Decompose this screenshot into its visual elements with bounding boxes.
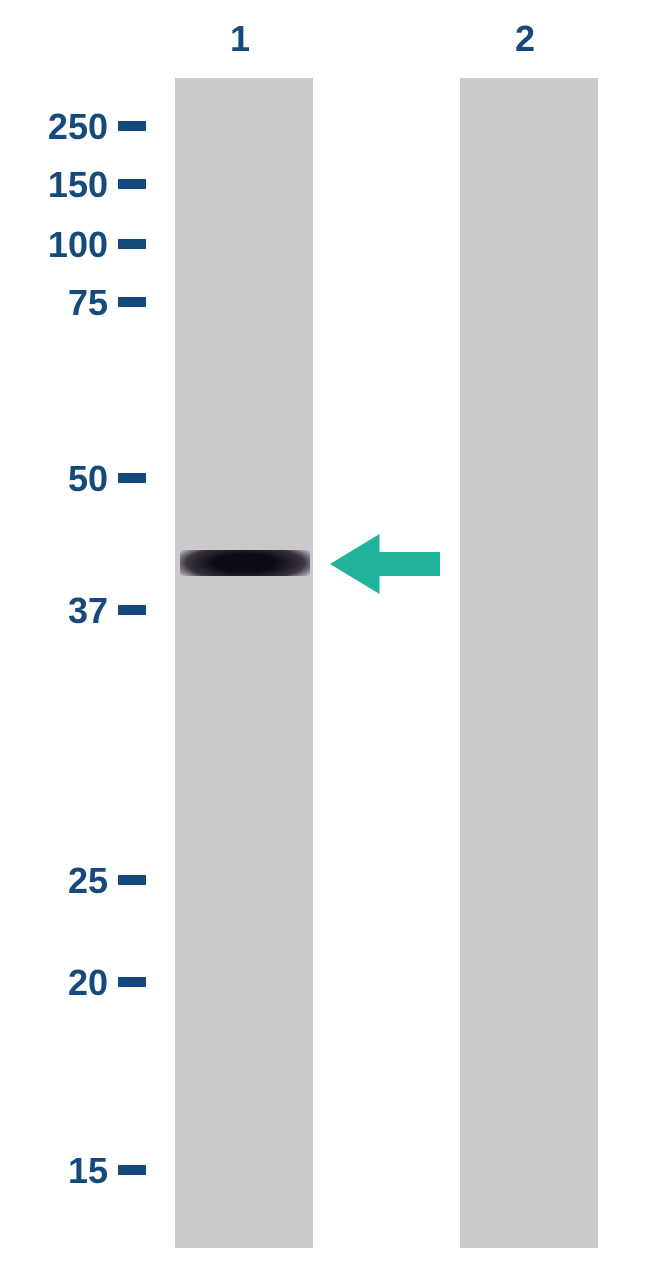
marker-label-15: 15 <box>68 1150 108 1192</box>
marker-tick-150 <box>118 179 146 189</box>
lane-1 <box>175 78 313 1248</box>
marker-label-50: 50 <box>68 458 108 500</box>
band-indicator-arrow <box>330 534 440 594</box>
marker-label-25: 25 <box>68 860 108 902</box>
lane-2 <box>460 78 598 1248</box>
marker-tick-20 <box>118 977 146 987</box>
marker-label-37: 37 <box>68 590 108 632</box>
marker-tick-75 <box>118 297 146 307</box>
lane-header-2: 2 <box>495 18 555 60</box>
marker-label-150: 150 <box>48 164 108 206</box>
marker-label-100: 100 <box>48 224 108 266</box>
lane-header-1: 1 <box>210 18 270 60</box>
western-blot-figure: 1 2 250 150 100 75 50 37 25 20 15 <box>0 0 650 1270</box>
marker-label-75: 75 <box>68 282 108 324</box>
marker-tick-37 <box>118 605 146 615</box>
marker-label-250: 250 <box>48 106 108 148</box>
marker-tick-50 <box>118 473 146 483</box>
marker-tick-100 <box>118 239 146 249</box>
arrow-icon <box>330 534 440 594</box>
marker-tick-15 <box>118 1165 146 1175</box>
marker-tick-25 <box>118 875 146 885</box>
marker-label-20: 20 <box>68 962 108 1004</box>
marker-tick-250 <box>118 121 146 131</box>
protein-band <box>180 550 310 576</box>
